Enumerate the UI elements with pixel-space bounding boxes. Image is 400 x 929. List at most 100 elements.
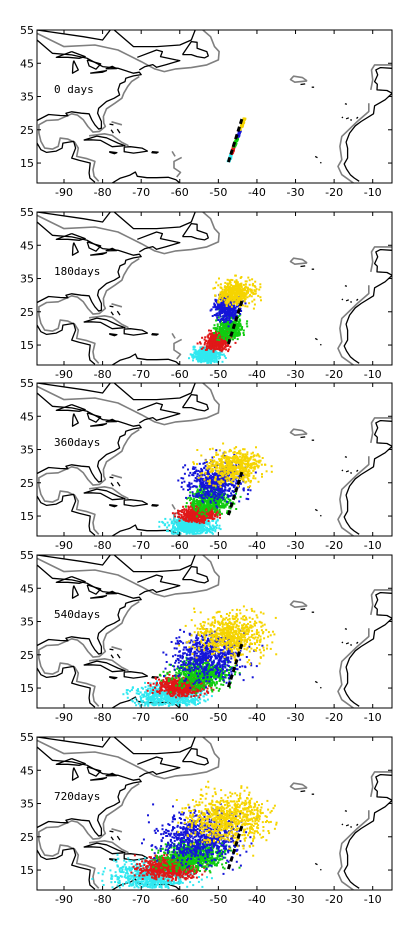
- particle: [189, 491, 192, 494]
- particle: [204, 471, 207, 474]
- particle: [208, 484, 210, 487]
- particle: [234, 310, 237, 312]
- particle: [240, 310, 243, 312]
- particle: [233, 298, 235, 301]
- particle: [209, 479, 211, 482]
- particle: [203, 343, 206, 346]
- particle: [189, 471, 192, 474]
- particle: [215, 346, 218, 349]
- particle: [208, 346, 210, 349]
- particle: [210, 477, 212, 479]
- particle: [246, 296, 249, 299]
- particle: [233, 309, 236, 312]
- particle: [230, 311, 233, 314]
- coastline: [37, 30, 111, 41]
- particle: [253, 289, 256, 292]
- particle: [185, 519, 188, 522]
- map-panel: -90 -80 -70 -60 -50 -40 -30 -20 -101525354555180…: [20, 206, 393, 381]
- particle: [227, 479, 230, 482]
- particle: [212, 486, 215, 489]
- particle: [218, 511, 221, 514]
- particle: [208, 467, 211, 470]
- particle: [213, 324, 216, 327]
- particle: [237, 466, 240, 469]
- particle: [191, 491, 194, 494]
- particle: [215, 449, 218, 452]
- particle: [227, 494, 229, 497]
- particle: [220, 328, 222, 331]
- particle: [242, 334, 245, 336]
- particle: [270, 465, 273, 468]
- particle: [253, 467, 256, 470]
- particle: [214, 474, 217, 476]
- particle: [187, 508, 190, 511]
- coastline: [90, 69, 108, 74]
- particle: [172, 519, 175, 521]
- particle: [238, 298, 241, 301]
- particle: [197, 356, 200, 359]
- particle: [209, 515, 211, 518]
- particle: [216, 461, 219, 464]
- particle: [219, 464, 221, 467]
- particle: [222, 318, 225, 321]
- particle: [185, 527, 188, 530]
- coastline: [314, 337, 318, 341]
- particle: [223, 496, 226, 499]
- particle: [184, 513, 187, 516]
- particle: [224, 451, 227, 454]
- particle: [188, 494, 191, 497]
- particle: [172, 526, 174, 529]
- particle: [215, 473, 218, 475]
- particle: [226, 296, 229, 298]
- particle: [240, 478, 243, 481]
- coastline: [105, 418, 118, 423]
- coastline: [300, 436, 306, 439]
- particle: [177, 519, 180, 522]
- particle: [218, 474, 221, 477]
- isobath-contour: [111, 121, 123, 126]
- particle: [230, 298, 233, 301]
- particle: [224, 504, 227, 507]
- particle: [215, 505, 218, 508]
- particle: [217, 489, 220, 492]
- particle: [189, 497, 192, 499]
- particle: [197, 490, 200, 493]
- particle: [226, 302, 229, 305]
- particle: [230, 475, 233, 478]
- particle: [230, 320, 233, 323]
- particle: [223, 468, 226, 471]
- particle: [204, 521, 207, 523]
- particle: [218, 277, 220, 280]
- particle: [208, 466, 211, 469]
- particle: [199, 472, 202, 475]
- particle: [209, 448, 211, 451]
- particle: [239, 482, 242, 484]
- particle: [199, 481, 202, 484]
- particle: [177, 521, 180, 524]
- coastline: [343, 93, 392, 182]
- particle: [221, 301, 224, 304]
- particle: [224, 301, 227, 304]
- particle: [211, 356, 214, 359]
- particle: [213, 332, 215, 335]
- particle: [223, 314, 226, 317]
- particle: [232, 477, 235, 480]
- particle: [240, 124, 243, 127]
- particle: [229, 323, 232, 326]
- coastline: [71, 60, 79, 74]
- particle: [188, 529, 191, 531]
- particle: [210, 360, 213, 363]
- particle: [221, 491, 224, 494]
- particle: [239, 449, 242, 452]
- particle: [250, 289, 253, 292]
- particle: [174, 512, 177, 515]
- particle: [209, 501, 212, 504]
- particle: [207, 486, 210, 489]
- particle: [181, 522, 184, 525]
- particle: [217, 479, 220, 482]
- particle: [246, 325, 249, 328]
- coastline: [83, 135, 126, 148]
- particle: [217, 472, 220, 475]
- particle: [222, 317, 225, 320]
